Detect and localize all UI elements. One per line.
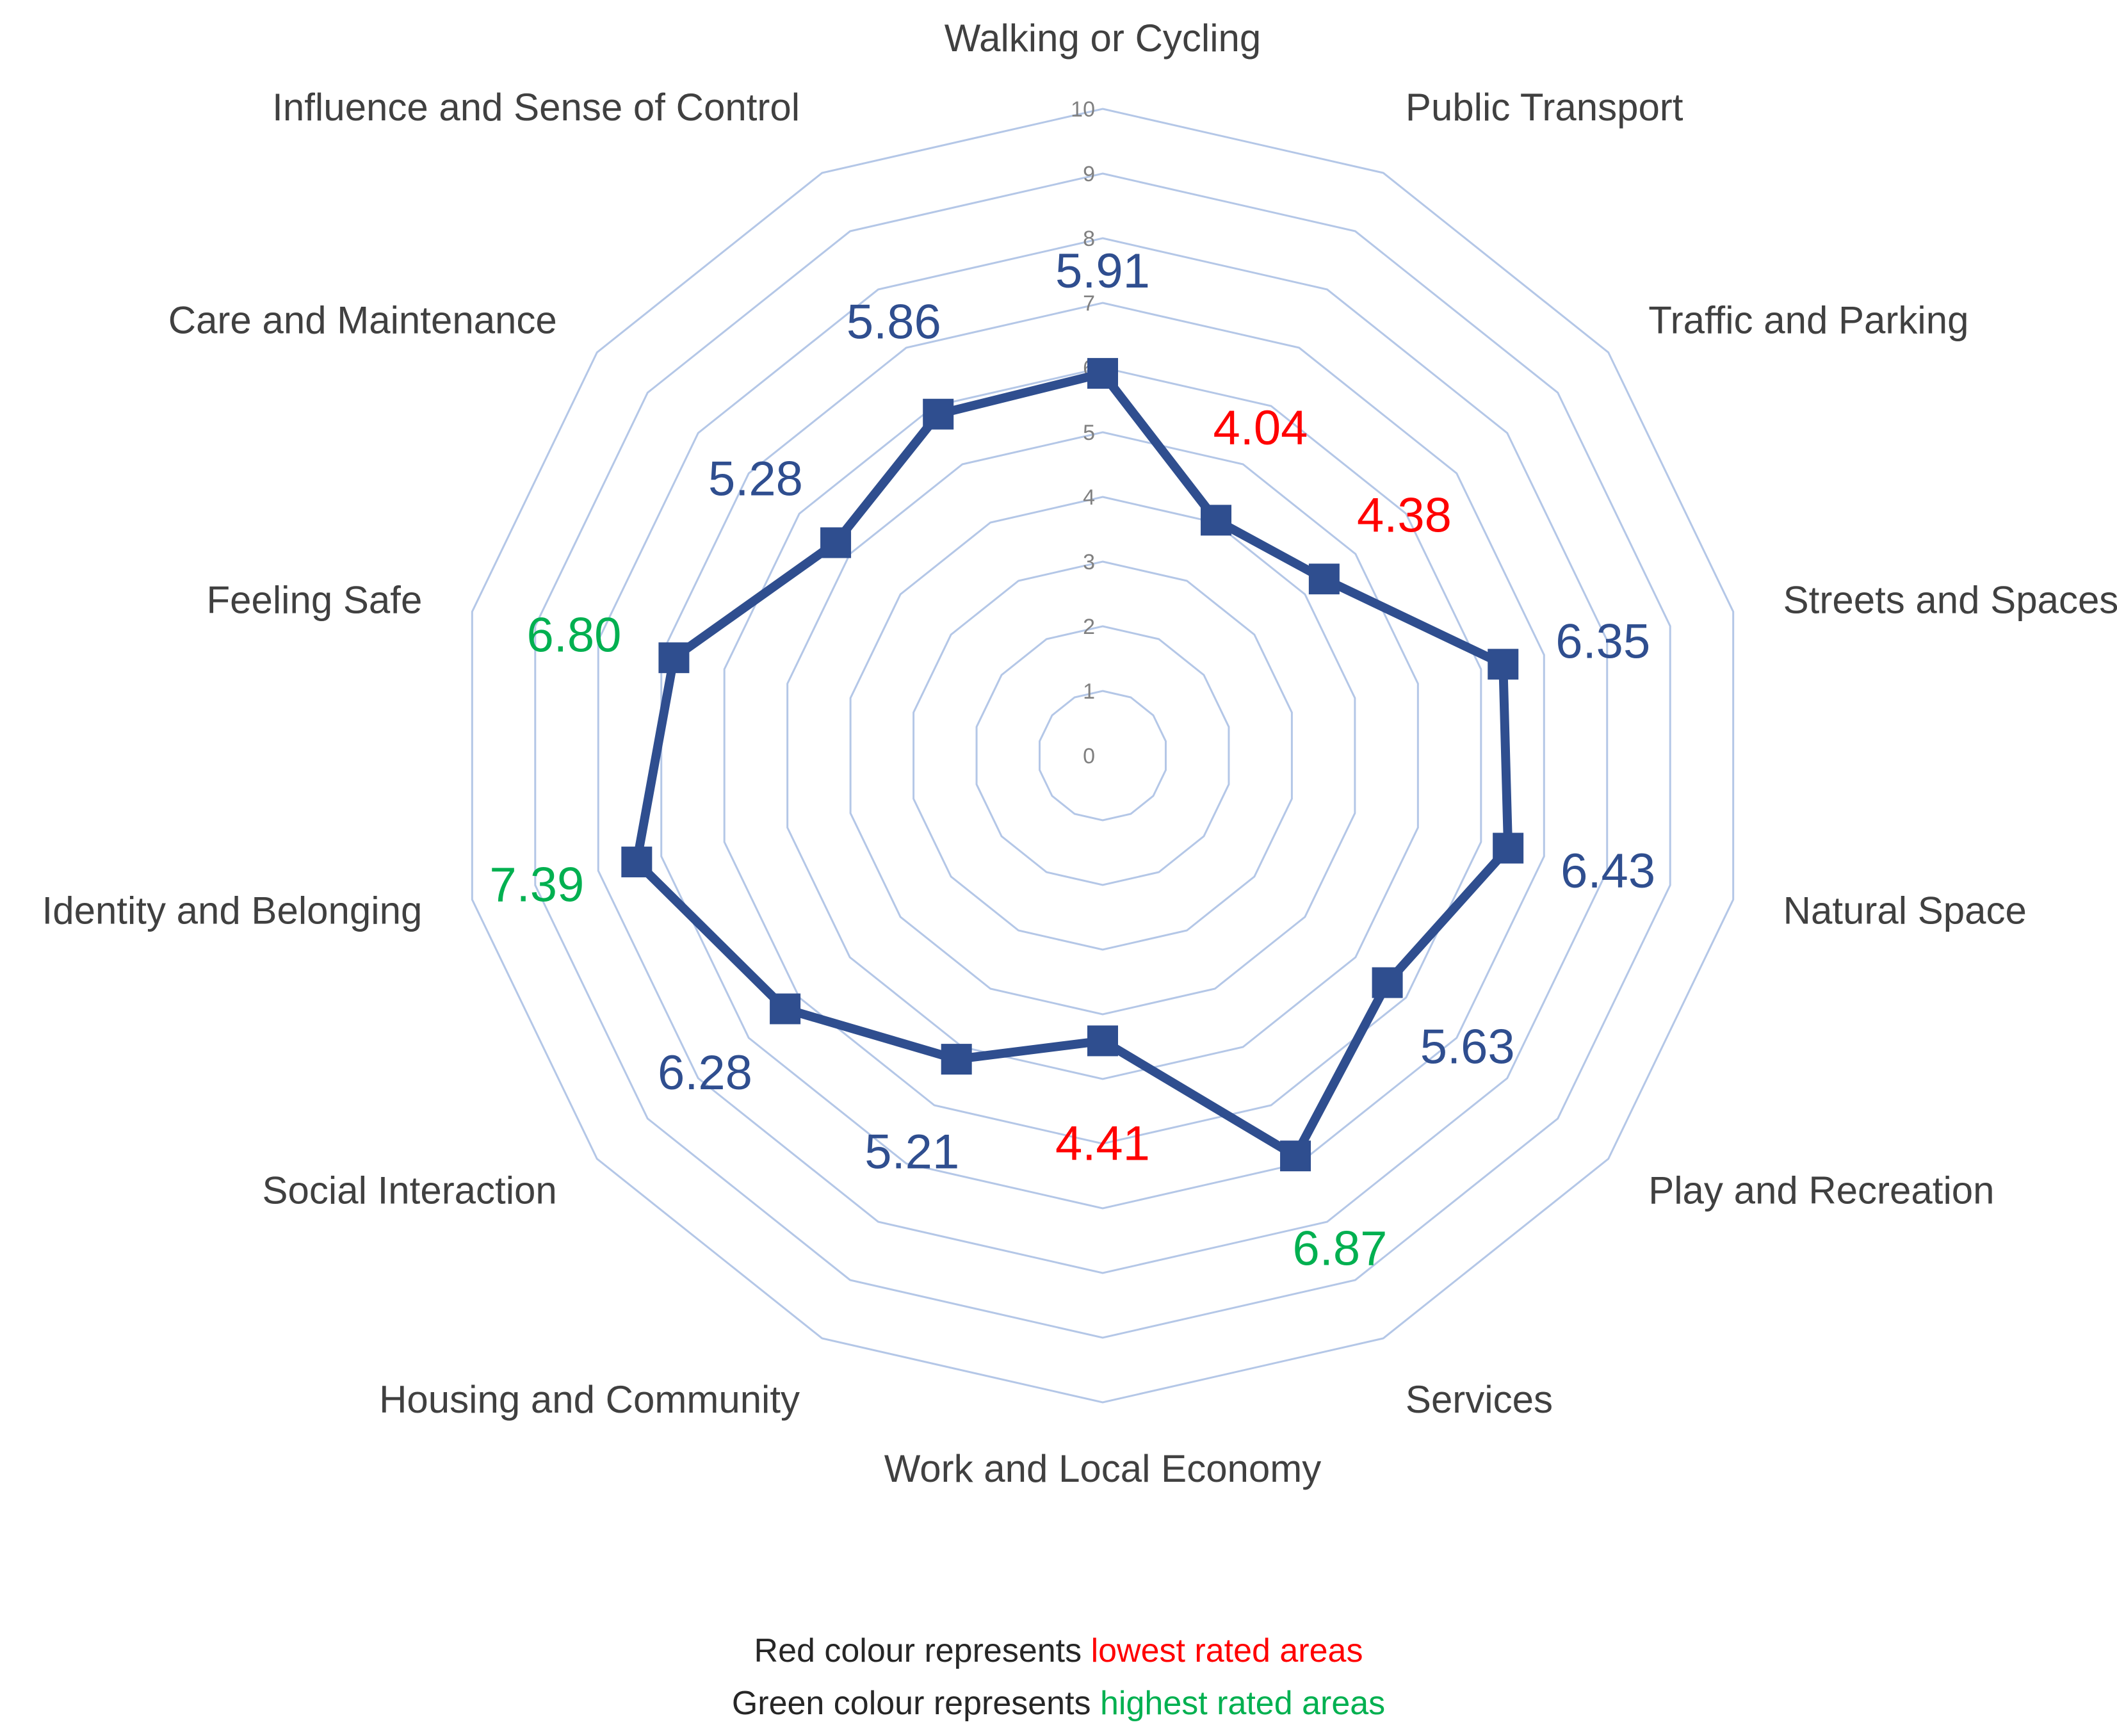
value-label: 5.28 [708,452,803,507]
value-label: 6.35 [1555,615,1650,669]
category-label: Traffic and Parking [1648,298,1968,341]
tick-label-9: 9 [1083,162,1095,186]
legend-green-highlight: highest rated areas [1100,1685,1386,1722]
value-label: 5.91 [1055,244,1150,298]
data-point-marker [770,993,801,1025]
data-point-marker [941,1044,972,1075]
data-point-marker [1087,1025,1118,1057]
legend-green-prefix: Green colour represents [731,1685,1100,1722]
tick-label-5: 5 [1083,421,1095,445]
tick-label-7: 7 [1083,291,1095,316]
data-point-marker [1201,505,1232,536]
data-point-marker [1488,649,1519,680]
data-point-marker [820,527,852,558]
data-point-marker [1087,358,1118,389]
data-point-marker [658,642,690,674]
value-label: 7.39 [489,858,584,913]
grid-ring-5 [786,431,1419,1080]
category-label: Care and Maintenance [168,298,557,341]
data-point-marker [1280,1140,1311,1172]
data-point-marker [923,398,954,430]
category-label: Public Transport [1406,86,1683,129]
value-label: 5.86 [847,295,941,350]
legend-green-note: Green colour represents highest rated ar… [0,1684,2117,1723]
category-label: Social Interaction [263,1169,557,1212]
value-label: 5.21 [864,1124,959,1179]
category-label: Work and Local Economy [884,1447,1322,1490]
grid-ring-1 [1039,690,1167,822]
data-point-marker [1372,967,1403,998]
category-label: Play and Recreation [1648,1169,1994,1212]
data-point-marker [621,847,653,878]
tick-label-10: 10 [1071,97,1095,122]
data-series [621,358,1524,1172]
value-label: 5.63 [1420,1019,1515,1074]
category-label: Streets and Spaces [1783,578,2117,621]
tick-label-1: 1 [1083,679,1095,704]
grid-ring-4 [849,496,1356,1016]
legend-red-note: Red colour represents lowest rated areas [0,1632,2117,1670]
value-label: 4.04 [1213,401,1308,455]
category-labels: Walking or Cycling Public Transport Traffi… [42,17,2117,1490]
radar-grid [471,108,1735,1404]
value-label: 6.80 [526,608,621,663]
category-label: Natural Space [1783,889,2027,932]
category-label: Influence and Sense of Control [272,86,800,129]
grid-ring-9 [534,172,1671,1339]
value-label: 4.41 [1055,1116,1150,1171]
tick-label-4: 4 [1083,485,1095,510]
grid-ring-2 [975,625,1230,886]
category-label: Identity and Belonging [42,889,423,932]
tick-label-2: 2 [1083,615,1095,639]
category-label: Services [1406,1378,1553,1421]
tick-label-3: 3 [1083,550,1095,574]
value-label: 4.38 [1357,488,1452,542]
radar-tick-labels: 012345678910 [1071,97,1095,768]
value-label: 6.87 [1293,1221,1388,1276]
tick-label-0: 0 [1083,744,1095,768]
category-label: Housing and Community [379,1378,800,1421]
grid-ring-8 [597,237,1609,1274]
grid-ring-10 [471,108,1735,1404]
value-labels: 5.91 4.04 4.38 6.35 6.43 5.63 6.87 4.41 5.21 6.28… [489,244,1655,1276]
grid-ring-7 [660,302,1545,1210]
category-label: Walking or Cycling [945,17,1261,60]
data-point-marker [1308,564,1340,595]
grid-ring-6 [723,366,1482,1145]
legend-red-prefix: Red colour represents [754,1632,1091,1669]
data-point-marker [1493,832,1524,864]
tick-label-8: 8 [1083,227,1095,251]
legend-red-highlight: lowest rated areas [1091,1632,1363,1669]
value-label: 6.43 [1561,844,1655,898]
category-label: Feeling Safe [206,578,422,621]
grid-ring-3 [912,560,1293,951]
value-label: 6.28 [658,1046,752,1100]
